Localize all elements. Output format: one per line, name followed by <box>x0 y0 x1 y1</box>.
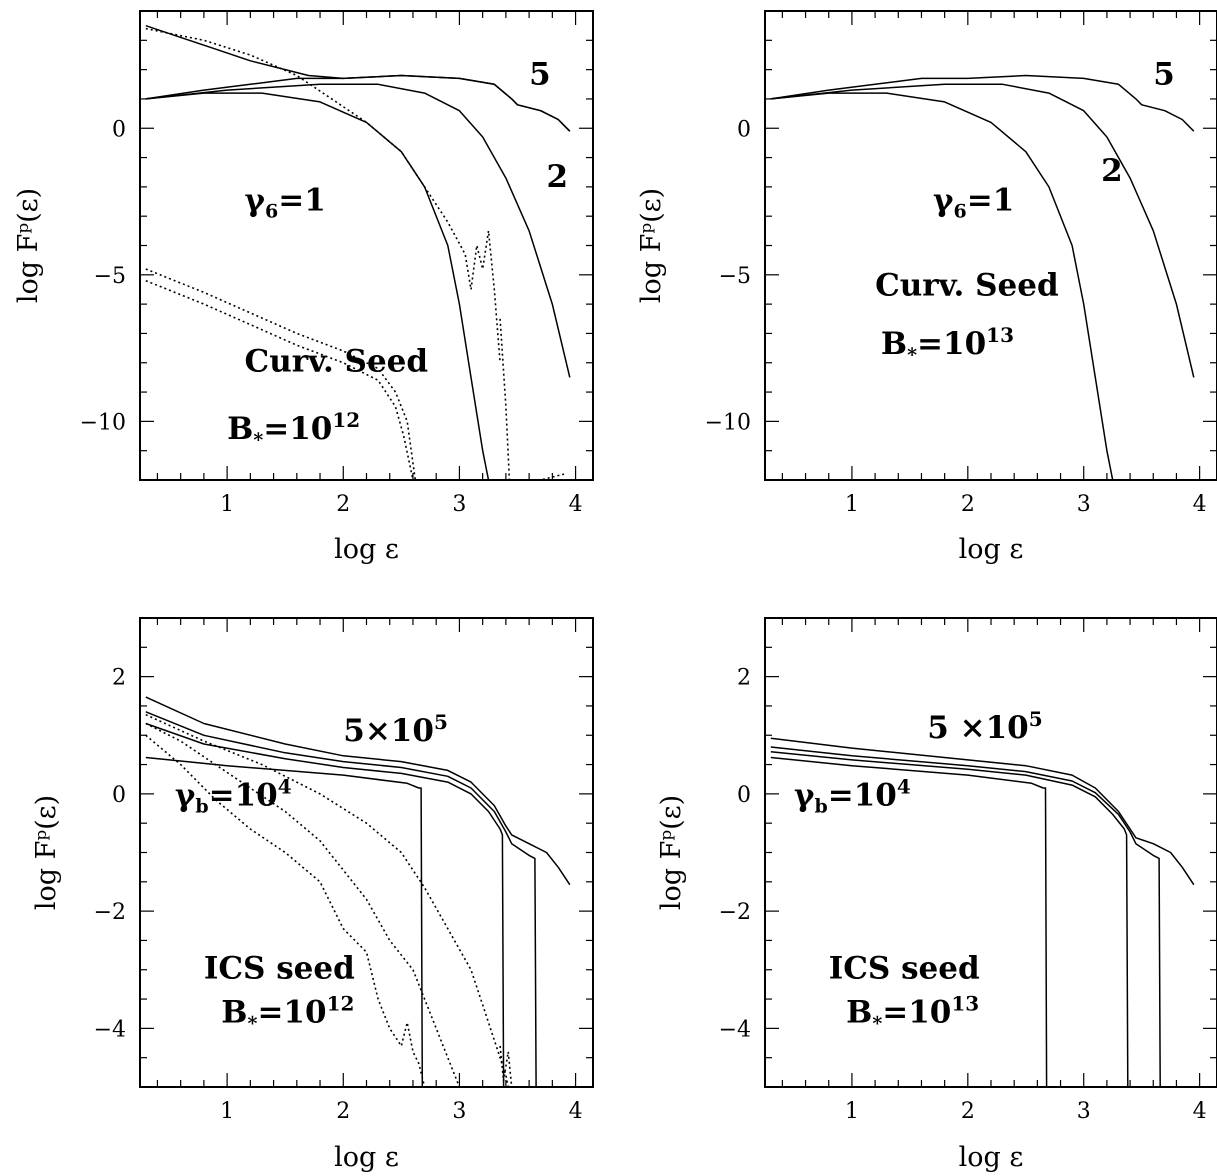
x-tick-label: 2 <box>336 492 350 517</box>
annotation-label: γb=104 <box>794 775 911 818</box>
x-tick-label: 2 <box>961 1099 975 1124</box>
solid-series-line-1 <box>145 756 424 1087</box>
dotted-series-line-7 <box>145 279 414 480</box>
solid-series-line-1 <box>770 756 1048 1087</box>
x-tick-label: 1 <box>845 492 859 517</box>
y-tick-label: −4 <box>94 1017 126 1042</box>
x-tick-label: 3 <box>452 492 466 517</box>
solid-series-line-2 <box>770 83 1195 378</box>
x-tick-label: 4 <box>569 492 583 517</box>
chart-panel-4: 1 2 3 4 2 0 −2 −4 log ε log Fᵖ(ε) 5 ×105 γb=104 ICS … <box>656 617 1217 1173</box>
solid-series-line-2 <box>145 83 571 378</box>
y-tick-label: −10 <box>705 410 751 435</box>
x-tick-label: 1 <box>220 1099 234 1124</box>
series-group <box>770 74 1195 480</box>
y-tick-label: −10 <box>80 410 126 435</box>
x-axis-label: log ε <box>959 534 1024 565</box>
x-tick-label: 3 <box>1077 1099 1091 1124</box>
solid-series-line-1 <box>145 92 490 480</box>
solid-series-line-3 <box>770 746 1161 1087</box>
annotation-label: B*=1012 <box>221 992 354 1035</box>
y-tick-label: −4 <box>719 1017 751 1042</box>
solid-series-line-4 <box>770 737 1195 886</box>
annotation-label: Curv. Seed <box>245 344 429 380</box>
annotation-label: 5 ×105 <box>927 707 1042 746</box>
annotation-label: 5×105 <box>343 710 448 749</box>
chart-panel-3: 1 2 3 4 2 0 −2 −4 log ε log Fᵖ(ε) 5×105 γb=104 ICS s… <box>31 617 594 1173</box>
dotted-series-line-6 <box>145 722 461 1087</box>
y-tick-label: −2 <box>719 900 751 925</box>
y-axis-label: log Fᵖ(ε) <box>636 188 667 303</box>
solid-series-line-3 <box>145 711 537 1087</box>
series-group <box>145 24 571 480</box>
x-axis-label: log ε <box>334 534 399 565</box>
y-axis-label: log Fᵖ(ε) <box>13 188 44 303</box>
y-tick-label: 0 <box>112 783 126 808</box>
series-group <box>770 737 1195 1087</box>
solid-series-line-4 <box>145 24 571 132</box>
annotation-label: ICS seed <box>829 951 980 987</box>
annotation-label: B*=1013 <box>846 992 979 1035</box>
annotation-label: 2 <box>547 159 569 195</box>
annotation-label: 2 <box>1101 153 1123 189</box>
annotation-label: Curv. Seed <box>875 267 1059 303</box>
solid-series-line-2 <box>145 722 505 1087</box>
y-axis-label: log Fᵖ(ε) <box>31 795 62 910</box>
x-tick-label: 4 <box>1193 492 1207 517</box>
annotation-label: 5 <box>1153 56 1175 92</box>
y-tick-label: 2 <box>112 666 126 691</box>
annotation-label: B*=1013 <box>881 323 1014 366</box>
solid-series-line-4 <box>145 696 571 886</box>
dotted-series-line-7 <box>145 713 509 1087</box>
dotted-series-line-8 <box>499 1045 513 1087</box>
annotation-label: B*=1012 <box>227 408 360 451</box>
plot-frame <box>139 10 594 481</box>
solid-series-line-2 <box>770 750 1129 1087</box>
x-tick-label: 4 <box>1193 1099 1207 1124</box>
plot-frame <box>764 10 1217 481</box>
x-tick-label: 4 <box>569 1099 583 1124</box>
annotation-label: ICS seed <box>204 951 355 987</box>
y-tick-label: −5 <box>719 264 751 289</box>
annotation-label: γ6=1 <box>245 182 326 222</box>
solid-series-line-3 <box>770 74 1195 132</box>
x-tick-label: 2 <box>961 492 975 517</box>
annotation-label: γ6=1 <box>933 182 1014 222</box>
dotted-series-line-5 <box>145 734 426 1087</box>
y-tick-label: 0 <box>737 117 751 142</box>
x-tick-label: 3 <box>452 1099 466 1124</box>
y-tick-label: −2 <box>94 900 126 925</box>
x-axis-label: log ε <box>334 1142 399 1173</box>
annotation-label: γb=104 <box>175 775 292 818</box>
y-tick-label: −5 <box>94 264 126 289</box>
x-axis-label: log ε <box>959 1142 1024 1173</box>
y-tick-label: 0 <box>112 117 126 142</box>
dotted-series-line-8 <box>499 318 565 480</box>
annotation-label: 5 <box>529 56 551 92</box>
y-tick-label: 0 <box>737 783 751 808</box>
x-tick-label: 2 <box>336 1099 350 1124</box>
y-axis-label: log Fᵖ(ε) <box>656 795 687 910</box>
x-tick-label: 1 <box>220 492 234 517</box>
series-group <box>145 696 571 1087</box>
x-tick-label: 3 <box>1077 492 1091 517</box>
y-tick-label: 2 <box>737 666 751 691</box>
chart-panel-2: 1 2 3 4 0 −5 −10 log ε log Fᵖ(ε) 5 2 Curv. Seed B*=1… <box>636 10 1217 565</box>
solid-series-line-1 <box>770 92 1114 480</box>
dotted-series-line-5 <box>145 27 501 363</box>
x-tick-label: 1 <box>845 1099 859 1124</box>
chart-panel-1: 1 2 3 4 0 −5 −10 log ε log Fᵖ(ε) 5 2 Curv. Seed B*=1… <box>13 10 594 565</box>
